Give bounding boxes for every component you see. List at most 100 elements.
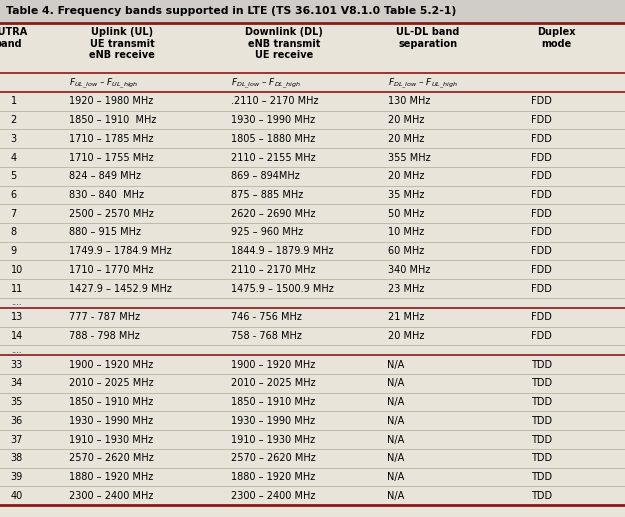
Text: 9: 9	[11, 246, 17, 256]
Text: N/A: N/A	[388, 434, 405, 445]
Text: FDD: FDD	[531, 312, 552, 322]
Text: 50 MHz: 50 MHz	[388, 209, 424, 219]
Text: 38: 38	[11, 453, 23, 463]
Text: 34: 34	[11, 378, 23, 388]
Text: 1710 – 1785 MHz: 1710 – 1785 MHz	[69, 134, 153, 144]
Text: 1910 – 1930 MHz: 1910 – 1930 MHz	[69, 434, 153, 445]
Text: FDD: FDD	[531, 153, 552, 162]
Text: 2110 – 2170 MHz: 2110 – 2170 MHz	[231, 265, 316, 275]
Text: 3: 3	[11, 134, 17, 144]
Text: 1880 – 1920 MHz: 1880 – 1920 MHz	[69, 472, 153, 482]
Text: TDD: TDD	[531, 416, 552, 426]
Text: FDD: FDD	[531, 134, 552, 144]
Text: TDD: TDD	[531, 472, 552, 482]
Text: TDD: TDD	[531, 434, 552, 445]
Text: 35 MHz: 35 MHz	[388, 190, 424, 200]
Text: 1930 – 1990 MHz: 1930 – 1990 MHz	[231, 416, 316, 426]
Text: Table 4. Frequency bands supported in LTE (TS 36.101 V8.1.0 Table 5.2-1): Table 4. Frequency bands supported in LT…	[6, 6, 456, 16]
Text: FDD: FDD	[531, 115, 552, 125]
Text: FDD: FDD	[531, 190, 552, 200]
Text: TDD: TDD	[531, 360, 552, 370]
Text: 2010 – 2025 MHz: 2010 – 2025 MHz	[231, 378, 316, 388]
Text: 10: 10	[11, 265, 23, 275]
Text: N/A: N/A	[388, 360, 405, 370]
Text: FDD: FDD	[531, 171, 552, 181]
Text: 6: 6	[11, 190, 17, 200]
Text: 1900 – 1920 MHz: 1900 – 1920 MHz	[231, 360, 316, 370]
Text: E-UTRA
band: E-UTRA band	[0, 27, 28, 49]
Text: 746 - 756 MHz: 746 - 756 MHz	[231, 312, 302, 322]
Text: Duplex
mode: Duplex mode	[537, 27, 576, 49]
Text: 2300 – 2400 MHz: 2300 – 2400 MHz	[231, 491, 316, 500]
Text: FDD: FDD	[531, 265, 552, 275]
Text: 788 - 798 MHz: 788 - 798 MHz	[69, 331, 139, 341]
Text: 37: 37	[11, 434, 23, 445]
Text: FDD: FDD	[531, 227, 552, 237]
Text: 925 – 960 MHz: 925 – 960 MHz	[231, 227, 303, 237]
Text: 869 – 894MHz: 869 – 894MHz	[231, 171, 300, 181]
Text: ....: ....	[11, 298, 21, 308]
Text: 7: 7	[11, 209, 17, 219]
Text: 8: 8	[11, 227, 17, 237]
Text: 5: 5	[11, 171, 17, 181]
Text: 2570 – 2620 MHz: 2570 – 2620 MHz	[231, 453, 316, 463]
Text: 1427.9 – 1452.9 MHz: 1427.9 – 1452.9 MHz	[69, 283, 172, 294]
Text: N/A: N/A	[388, 491, 405, 500]
Text: FDD: FDD	[531, 246, 552, 256]
Text: 355 MHz: 355 MHz	[388, 153, 430, 162]
Text: 2: 2	[11, 115, 17, 125]
Text: 777 - 787 MHz: 777 - 787 MHz	[69, 312, 140, 322]
Text: 2500 – 2570 MHz: 2500 – 2570 MHz	[69, 209, 154, 219]
Text: 20 MHz: 20 MHz	[388, 134, 424, 144]
Text: 4: 4	[11, 153, 17, 162]
Text: 340 MHz: 340 MHz	[388, 265, 430, 275]
Text: UL-DL band
separation: UL-DL band separation	[396, 27, 460, 49]
Text: TDD: TDD	[531, 378, 552, 388]
Text: TDD: TDD	[531, 397, 552, 407]
Text: 20 MHz: 20 MHz	[388, 115, 424, 125]
Text: 1749.9 – 1784.9 MHz: 1749.9 – 1784.9 MHz	[69, 246, 171, 256]
Text: N/A: N/A	[388, 378, 405, 388]
Bar	[0, 0, 625, 22]
Text: 11: 11	[11, 283, 23, 294]
Text: 35: 35	[11, 397, 23, 407]
Text: TDD: TDD	[531, 491, 552, 500]
Text: 60 MHz: 60 MHz	[388, 246, 424, 256]
Text: 20 MHz: 20 MHz	[388, 171, 424, 181]
Text: N/A: N/A	[388, 397, 405, 407]
Text: .2110 – 2170 MHz: .2110 – 2170 MHz	[231, 96, 319, 107]
Text: Downlink (DL)
eNB transmit
UE receive: Downlink (DL) eNB transmit UE receive	[246, 27, 323, 60]
Text: 36: 36	[11, 416, 23, 426]
Text: 21 MHz: 21 MHz	[388, 312, 424, 322]
Text: 1920 – 1980 MHz: 1920 – 1980 MHz	[69, 96, 153, 107]
Text: 1930 – 1990 MHz: 1930 – 1990 MHz	[231, 115, 316, 125]
Text: 2300 – 2400 MHz: 2300 – 2400 MHz	[69, 491, 153, 500]
Text: 23 MHz: 23 MHz	[388, 283, 424, 294]
Text: 130 MHz: 130 MHz	[388, 96, 430, 107]
Text: $F_{DL\_low}$ – $F_{UL\_high}$: $F_{DL\_low}$ – $F_{UL\_high}$	[388, 77, 458, 91]
Text: FDD: FDD	[531, 283, 552, 294]
Text: 2620 – 2690 MHz: 2620 – 2690 MHz	[231, 209, 316, 219]
Text: 830 – 840  MHz: 830 – 840 MHz	[69, 190, 144, 200]
Text: 824 – 849 MHz: 824 – 849 MHz	[69, 171, 141, 181]
Text: 1805 – 1880 MHz: 1805 – 1880 MHz	[231, 134, 316, 144]
Text: 1475.9 – 1500.9 MHz: 1475.9 – 1500.9 MHz	[231, 283, 334, 294]
Text: 875 – 885 MHz: 875 – 885 MHz	[231, 190, 304, 200]
Text: 14: 14	[11, 331, 23, 341]
Text: 1844.9 – 1879.9 MHz: 1844.9 – 1879.9 MHz	[231, 246, 334, 256]
Text: 1880 – 1920 MHz: 1880 – 1920 MHz	[231, 472, 316, 482]
Text: 1850 – 1910 MHz: 1850 – 1910 MHz	[231, 397, 316, 407]
Text: 880 – 915 MHz: 880 – 915 MHz	[69, 227, 141, 237]
Text: N/A: N/A	[388, 453, 405, 463]
Text: FDD: FDD	[531, 209, 552, 219]
Text: 2110 – 2155 MHz: 2110 – 2155 MHz	[231, 153, 316, 162]
Text: 1710 – 1755 MHz: 1710 – 1755 MHz	[69, 153, 153, 162]
Text: 2010 – 2025 MHz: 2010 – 2025 MHz	[69, 378, 153, 388]
Text: 1900 – 1920 MHz: 1900 – 1920 MHz	[69, 360, 153, 370]
Text: 13: 13	[11, 312, 23, 322]
Text: FDD: FDD	[531, 96, 552, 107]
Text: FDD: FDD	[531, 331, 552, 341]
Text: 10 MHz: 10 MHz	[388, 227, 424, 237]
Text: 20 MHz: 20 MHz	[388, 331, 424, 341]
Text: Uplink (UL)
UE transmit
eNB receive: Uplink (UL) UE transmit eNB receive	[89, 27, 155, 60]
